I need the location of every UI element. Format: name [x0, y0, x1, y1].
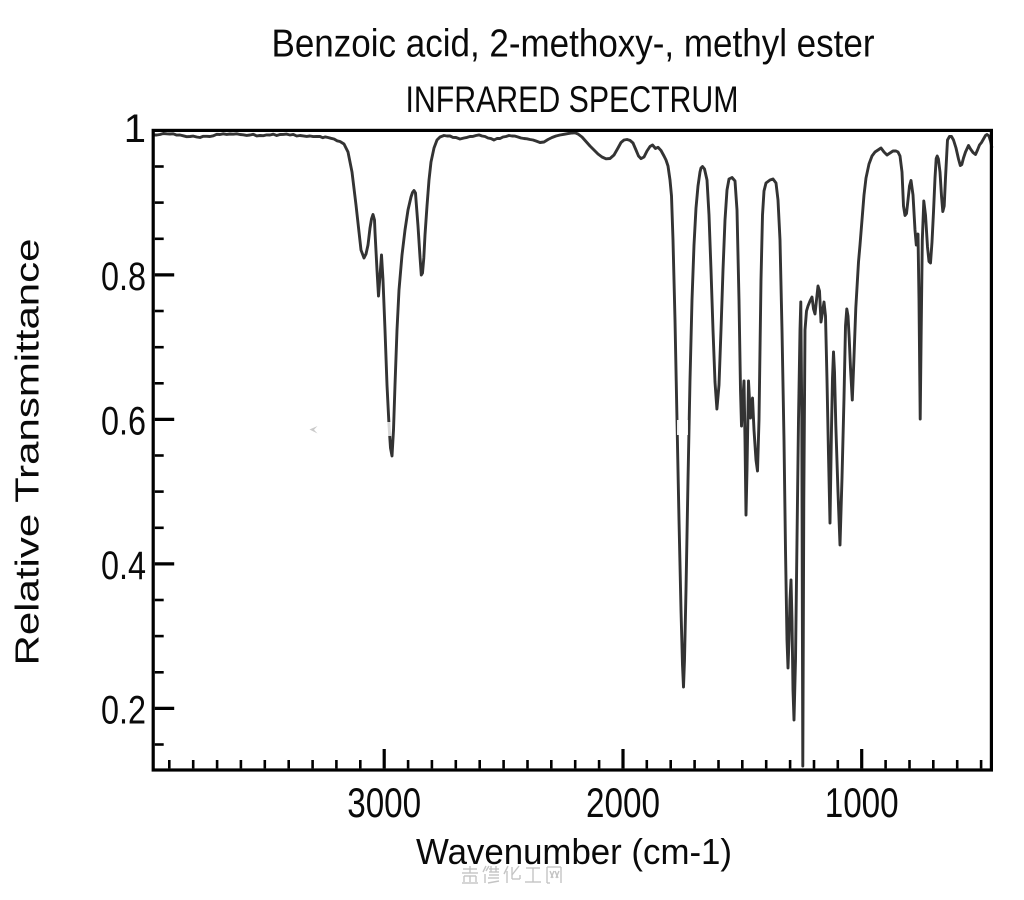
- svg-text:1000: 1000: [825, 779, 899, 826]
- svg-text:Wavenumber (cm-1): Wavenumber (cm-1): [416, 831, 732, 872]
- svg-text:2000: 2000: [586, 779, 660, 826]
- svg-text:0.4: 0.4: [101, 544, 146, 588]
- svg-text:INFRARED SPECTRUM: INFRARED SPECTRUM: [406, 79, 739, 120]
- svg-text:Relative Transmittance: Relative Transmittance: [10, 239, 47, 666]
- svg-text:0.6: 0.6: [101, 399, 146, 443]
- svg-text:Benzoic acid, 2-methoxy-, meth: Benzoic acid, 2-methoxy-, methyl ester: [272, 23, 875, 66]
- svg-text:0.8: 0.8: [101, 255, 146, 299]
- svg-text:1: 1: [124, 107, 146, 151]
- svg-text:0.2: 0.2: [101, 688, 146, 732]
- svg-text:3000: 3000: [347, 779, 421, 826]
